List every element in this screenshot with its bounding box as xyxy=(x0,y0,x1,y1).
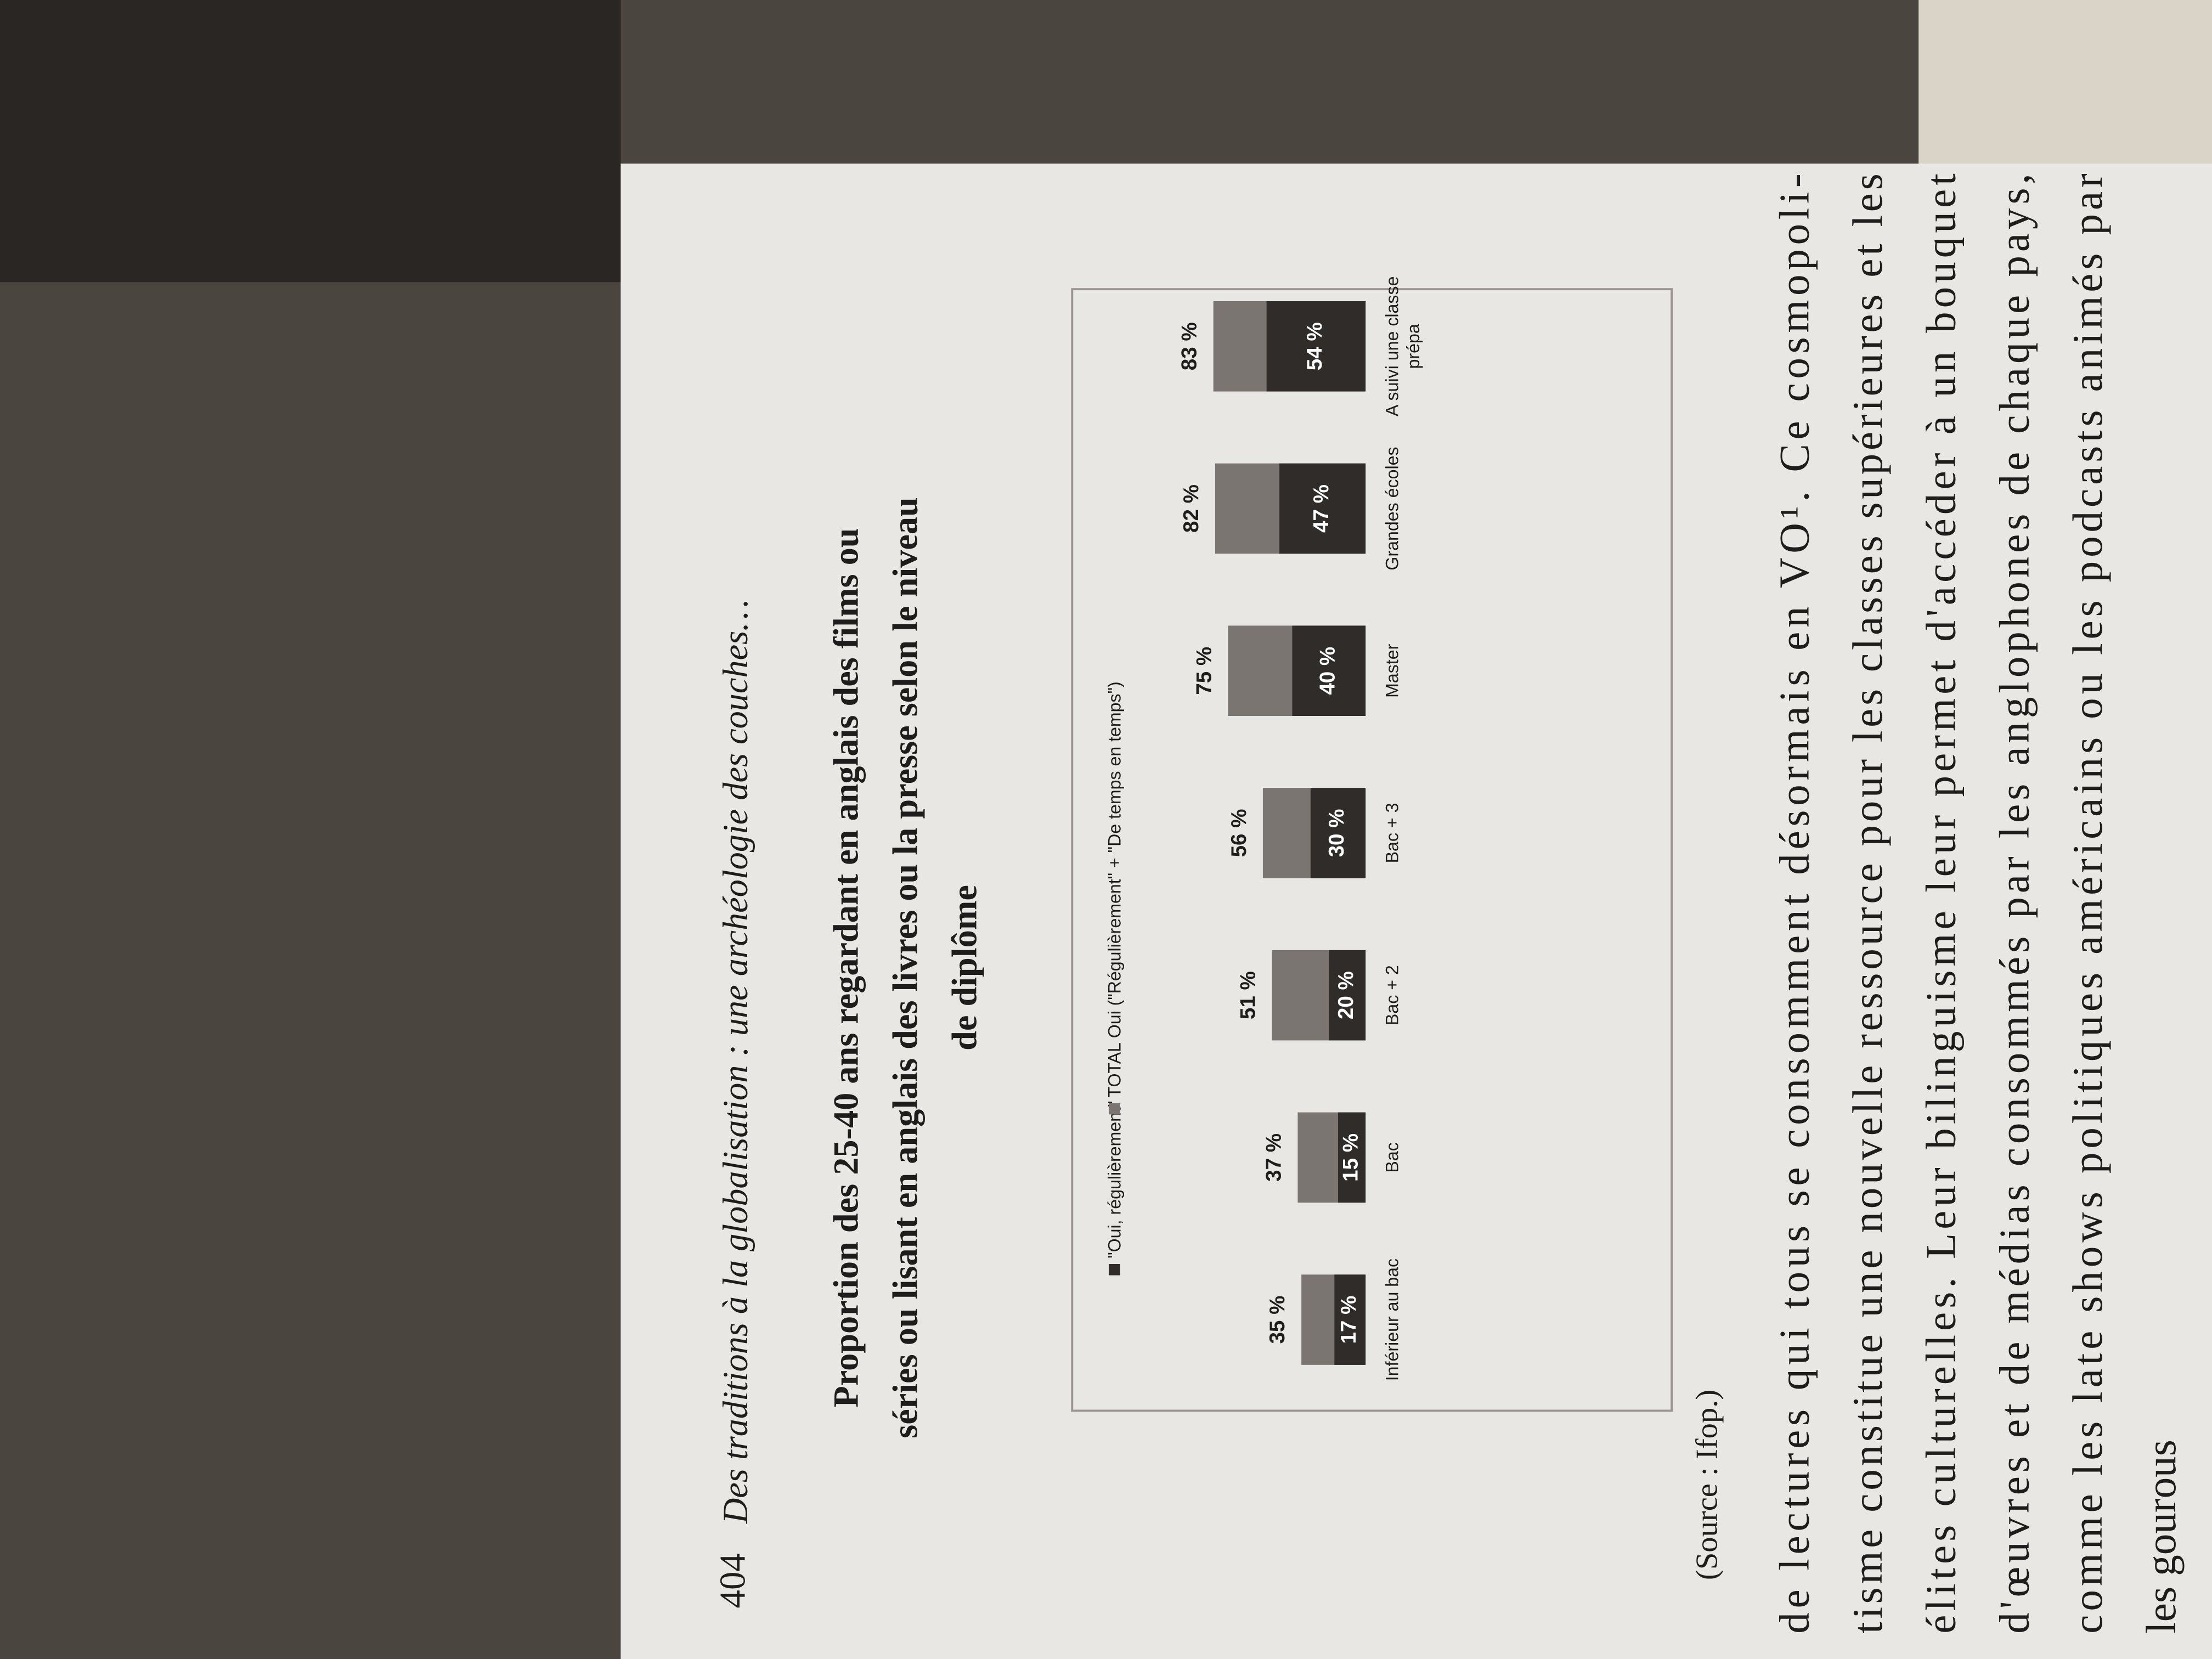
title-box: Proportion des 25-40 ans regardant en an… xyxy=(828,497,985,1438)
chart-title: Proportion des 25-40 ans regardant en an… xyxy=(828,497,985,1438)
bar xyxy=(1310,788,1366,878)
value-label: 30 % xyxy=(1325,809,1348,857)
legend-swatch xyxy=(1109,1103,1120,1115)
running-title: Des traditions à la globalisation : une … xyxy=(716,600,755,1524)
body-line: de lectures qui tous se consomment désor… xyxy=(1770,173,1818,1633)
x-tick-box: Bac xyxy=(1383,1142,1402,1173)
x-tick-label: Master xyxy=(1383,644,1402,698)
value-label: 37 % xyxy=(1262,1133,1286,1182)
source: (Source : Ifop.) xyxy=(1690,1390,1724,1580)
value-label: 83 % xyxy=(1178,322,1201,370)
x-tick-label: Bac xyxy=(1383,1142,1402,1173)
value-label: 35 % xyxy=(1266,1296,1289,1344)
paper xyxy=(620,163,2212,1659)
x-tick-label: Inférieur au bac xyxy=(1383,1258,1402,1381)
value-label: 54 % xyxy=(1303,322,1327,370)
shadow xyxy=(0,0,621,283)
x-tick-box: Grandes écoles xyxy=(1383,447,1402,571)
value-label: 51 % xyxy=(1237,971,1260,1019)
value-label: 47 % xyxy=(1310,484,1333,533)
legend-swatch xyxy=(1109,1264,1120,1276)
value-label: 17 % xyxy=(1337,1296,1361,1344)
x-tick-label: A suivi une classe prépa xyxy=(1383,276,1424,417)
bar xyxy=(1338,1112,1366,1203)
x-tick-box: A suivi une classe prépa xyxy=(1383,276,1424,417)
bar xyxy=(1292,625,1366,716)
book-page: 404 Des traditions à la globalisation : … xyxy=(620,163,2212,1659)
bar xyxy=(1334,1274,1366,1365)
chart-frame xyxy=(1071,288,1673,1412)
bar xyxy=(1279,463,1366,554)
page-number: 404 xyxy=(713,1553,753,1608)
value-label: 82 % xyxy=(1180,484,1203,533)
body-line: tisme constitue une nouvelle ressource p… xyxy=(1844,173,1891,1633)
chart: "Oui, régulièrement" TOTAL Oui ("Régulièr… xyxy=(1104,276,1424,1381)
value-label: 20 % xyxy=(1334,971,1358,1019)
value-label: 56 % xyxy=(1227,809,1251,857)
x-tick-box: Bac + 2 xyxy=(1383,965,1402,1026)
value-label: 75 % xyxy=(1192,647,1216,695)
body-line: élites culturelles. Leur bilinguisme leu… xyxy=(1917,173,1965,1633)
legend-label: "Oui, régulièrement" xyxy=(1104,1101,1124,1259)
value-label: 40 % xyxy=(1316,647,1339,695)
bar xyxy=(1266,301,1366,392)
x-tick-box: Master xyxy=(1383,644,1402,698)
body-line: d'œuvres et de médias consommés par les … xyxy=(1990,173,2038,1633)
bar xyxy=(1329,950,1366,1041)
value-label: 15 % xyxy=(1339,1133,1362,1182)
x-tick-label: Bac + 2 xyxy=(1383,965,1402,1026)
x-tick-box: Inférieur au bac xyxy=(1383,1258,1402,1381)
body-line: les gourous xyxy=(2137,1440,2185,1633)
x-tick-label: Bac + 3 xyxy=(1383,803,1402,864)
x-tick-label: Grandes écoles xyxy=(1383,447,1402,571)
x-tick-box: Bac + 3 xyxy=(1383,803,1402,864)
legend-label: TOTAL Oui ("Régulièrement" + "De temps e… xyxy=(1104,681,1124,1097)
body-text: de lectures qui tous se consomment désor… xyxy=(1770,173,2185,1633)
